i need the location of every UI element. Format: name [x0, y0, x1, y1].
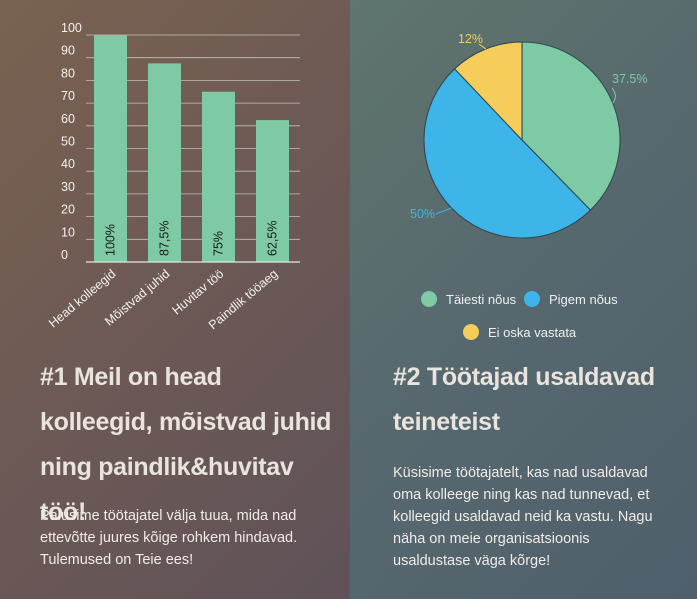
left-panel: 0 10 20 30 40 50 60 70 80 90 100 100% Head kolleegid… — [0, 0, 350, 599]
legend-item-pigem-nous: Pigem nõus — [524, 291, 618, 307]
y-tick-label: 100 — [61, 21, 82, 35]
pie-leader-line — [478, 43, 487, 50]
y-tick-label: 30 — [61, 180, 75, 194]
y-tick-label: 40 — [61, 157, 75, 171]
bar — [202, 91, 235, 262]
y-tick-label: 80 — [61, 66, 75, 80]
y-tick-label: 70 — [61, 89, 75, 103]
bar-data-label: 87,5% — [158, 221, 172, 256]
legend-swatch — [421, 291, 437, 307]
bar — [256, 120, 289, 262]
y-tick-label: 0 — [61, 248, 68, 262]
legend-label: Ei oska vastata — [488, 324, 577, 340]
bar-data-label: 62,5% — [266, 221, 280, 256]
pie-data-label: 50% — [410, 207, 435, 221]
pie-data-label: 37.5% — [612, 72, 647, 86]
right-heading: #2 Töötajad usaldavad teineteist — [393, 363, 655, 436]
y-tick-label: 20 — [61, 203, 75, 217]
bar — [94, 35, 127, 262]
legend-item-taiesti-nous: Täiesti nõus — [421, 291, 516, 307]
legend-swatch — [463, 324, 479, 340]
bar-data-label: 75% — [212, 231, 226, 256]
pie-chart: 37.5% 50% 12% — [410, 32, 647, 239]
pie-data-label: 12% — [458, 32, 483, 46]
legend-label: Täiesti nõus — [446, 291, 517, 307]
left-description: Palusime töötajatel välja tuua, mida nad… — [40, 508, 298, 568]
y-tick-label: 50 — [61, 135, 75, 149]
legend-item-ei-oska-vastata: Ei oska vastata — [463, 324, 576, 340]
bar-data-label: 100% — [104, 224, 118, 256]
y-tick-label: 90 — [61, 44, 75, 58]
right-panel: 37.5% 50% 12% Täiesti nõus Pigem nõus Ei o… — [350, 0, 697, 599]
pie-leader-line — [435, 207, 452, 215]
y-tick-label: 10 — [61, 225, 75, 239]
y-tick-label: 60 — [61, 112, 75, 126]
x-tick-label: Huvitav töö — [170, 267, 227, 318]
right-description: Küsisime töötajatelt, kas nad usaldavad … — [393, 465, 653, 569]
pie-leader-line — [611, 87, 616, 104]
pie-slice — [521, 41, 621, 211]
legend-swatch — [524, 291, 540, 307]
legend-label: Pigem nõus — [549, 291, 618, 307]
bar — [148, 63, 181, 262]
left-heading: #1 Meil on head kolleegid, mõistvad juhi… — [40, 363, 332, 526]
